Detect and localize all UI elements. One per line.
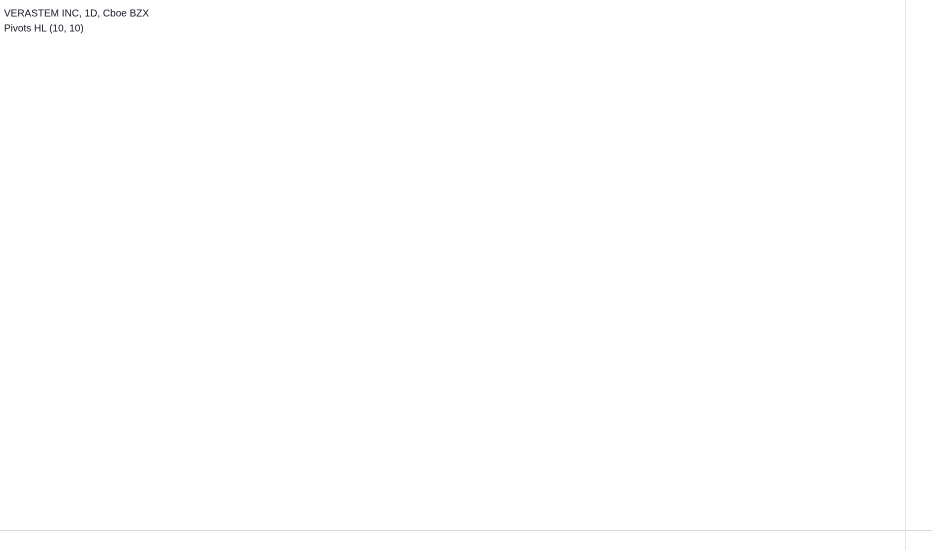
chart-subtitle: Pivots HL (10, 10): [4, 24, 84, 35]
chart-title: VERASTEM INC, 1D, Cboe BZX: [4, 9, 149, 20]
